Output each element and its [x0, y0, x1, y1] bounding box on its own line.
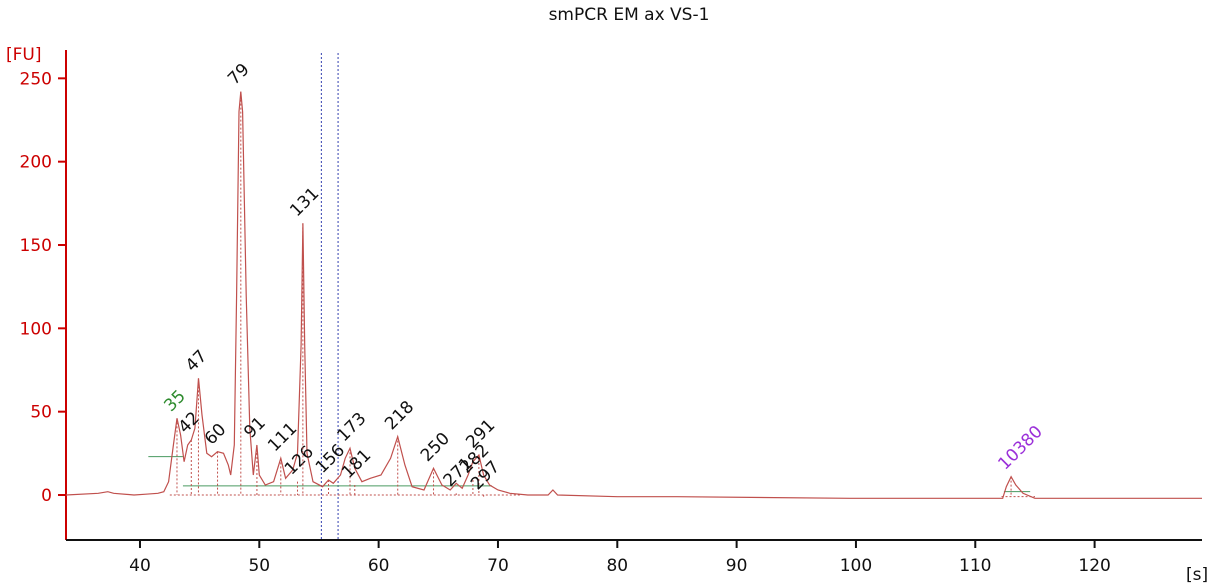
peak-label: 79: [224, 60, 253, 89]
peak-label: 173: [333, 409, 370, 446]
marker-lines: [320, 53, 339, 540]
peak-label: 250: [417, 429, 454, 466]
x-tick-label: 120: [1078, 556, 1110, 576]
y-tick-label: 200: [20, 153, 52, 173]
x-tick-label: 100: [840, 556, 872, 576]
x-axis-label: [s]: [1186, 565, 1208, 585]
peak-label: 91: [240, 413, 269, 442]
y-axis-label: [FU]: [6, 45, 42, 65]
peak-labels: 3542476079911111261311561731812182502712…: [160, 60, 1047, 497]
x-tick-label: 60: [368, 556, 390, 576]
y-tick-label: 150: [20, 236, 52, 256]
trace-line: [65, 91, 1202, 499]
y-tick-label: 0: [41, 486, 52, 506]
peak-label: 218: [381, 397, 418, 434]
axes: 0 50 100 150 200 250 40 50 60 70 80 90 100 110 120: [20, 50, 1202, 576]
x-tick-label: 110: [959, 556, 991, 576]
peak-label: 10380: [994, 422, 1046, 474]
x-tick-label: 50: [248, 556, 270, 576]
peak-label: 42: [175, 408, 204, 437]
peak-label: 131: [286, 184, 323, 221]
baselines: [148, 456, 1035, 498]
x-tick-label: 80: [606, 556, 628, 576]
peak-label: 47: [182, 346, 211, 375]
x-tick-label: 90: [726, 556, 748, 576]
peak-label: 291: [462, 415, 499, 452]
x-tick-label: 70: [487, 556, 509, 576]
x-tick-label: 40: [129, 556, 151, 576]
y-tick-label: 50: [30, 403, 52, 423]
chart-title: smPCR EM ax VS-1: [549, 5, 710, 25]
y-tick-label: 100: [20, 319, 52, 339]
trace-group: [65, 91, 1202, 499]
y-tick-label: 250: [20, 69, 52, 89]
